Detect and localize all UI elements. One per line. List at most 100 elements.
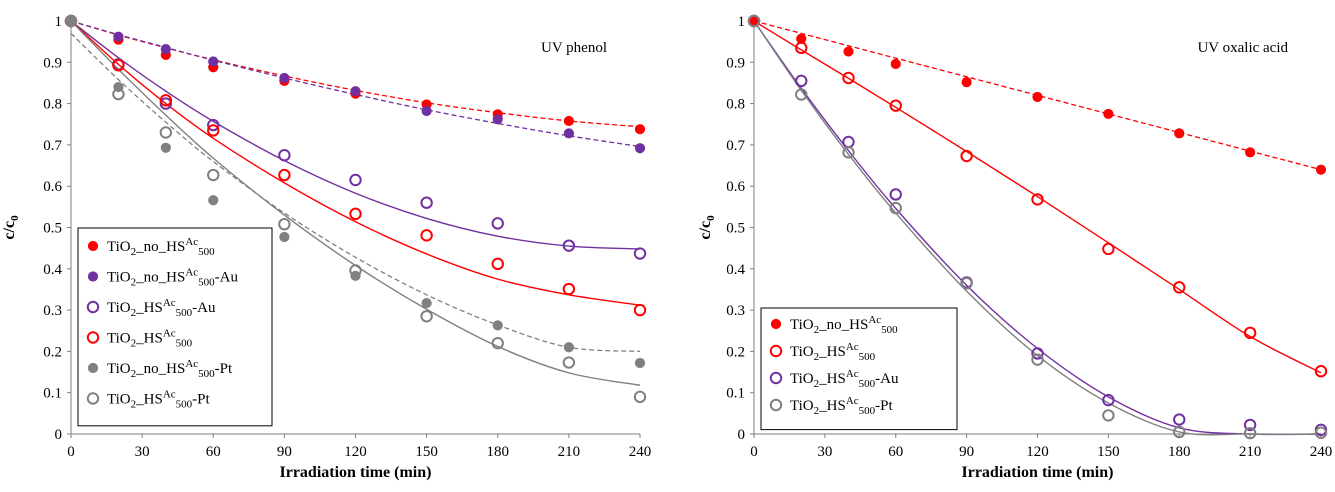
data-point xyxy=(208,195,219,206)
data-point xyxy=(633,390,647,404)
y-tick-label: 0 xyxy=(55,427,63,443)
x-tick-label: 240 xyxy=(1310,444,1333,460)
data-point xyxy=(889,201,902,215)
y-tick-label: 0.3 xyxy=(43,303,62,319)
legend-label: TiO2_no_HSAc500-Pt xyxy=(107,358,233,380)
x-tick-label: 150 xyxy=(1097,444,1120,460)
y-tick-label: 0 xyxy=(738,427,746,443)
chart-annotation: UV oxalic acid xyxy=(1197,40,1288,56)
x-tick-label: 150 xyxy=(415,444,438,460)
y-tick-label: 0.3 xyxy=(726,303,745,319)
x-tick-label: 90 xyxy=(959,444,974,460)
data-point xyxy=(563,115,574,127)
data-point xyxy=(1173,425,1186,439)
legend-box xyxy=(77,227,273,427)
data-point xyxy=(278,149,291,162)
data-point xyxy=(420,229,433,242)
data-point xyxy=(633,247,647,260)
x-tick-label: 210 xyxy=(558,444,581,460)
chart-panel-1: 0 0.1 0.2 0.3 0.4 0.5 0.6 0.7 0.8 0.9 1 0 30 60 90 120 1… xyxy=(1,14,651,481)
data-point xyxy=(492,114,503,125)
data-point xyxy=(1102,409,1115,422)
data-point xyxy=(349,173,362,187)
x-tick-label: 120 xyxy=(1026,444,1049,460)
data-point xyxy=(1245,147,1256,158)
x-tick-label: 0 xyxy=(750,444,758,460)
y-tick-label: 0.6 xyxy=(43,179,62,195)
data-point xyxy=(563,342,574,353)
fit-curve-2 xyxy=(753,20,1322,374)
y-tick-label: 0.7 xyxy=(43,138,62,154)
data-point xyxy=(113,31,124,42)
x-tick-label: 180 xyxy=(487,444,510,460)
chart-annotation: UV phenol xyxy=(541,40,607,56)
data-point xyxy=(1243,418,1257,432)
data-point xyxy=(960,277,973,290)
data-point xyxy=(795,41,808,55)
data-point xyxy=(207,124,220,137)
data-point xyxy=(207,118,220,132)
data-point xyxy=(562,356,576,369)
legend-box xyxy=(760,307,958,431)
legend-label: TiO2_HSAc500-Pt xyxy=(790,395,893,417)
legend-marker xyxy=(770,318,782,330)
x-tick-label: 60 xyxy=(888,444,903,460)
data-point xyxy=(1315,164,1327,175)
fit-curve-4 xyxy=(70,20,641,306)
y-tick-label: 0.4 xyxy=(726,262,745,278)
data-point xyxy=(159,94,173,107)
legend-label: TiO2_HSAc500-Au xyxy=(107,297,216,319)
fit-curve-6 xyxy=(70,20,641,386)
data-point xyxy=(1031,193,1044,206)
x-tick-label: 180 xyxy=(1168,444,1191,460)
data-point xyxy=(634,357,646,369)
data-point xyxy=(842,146,855,159)
legend-label: TiO2_no_HSAc500 xyxy=(107,236,215,258)
data-point xyxy=(278,168,291,182)
data-point xyxy=(1314,426,1328,439)
fit-curve-3 xyxy=(70,20,641,250)
fit-curve-2 xyxy=(70,20,641,148)
data-point xyxy=(960,149,973,163)
x-tick-label: 30 xyxy=(135,444,150,460)
data-point xyxy=(889,188,902,201)
legend-label: TiO2_HSAc500-Au xyxy=(790,368,899,390)
data-point xyxy=(112,58,125,72)
data-point xyxy=(563,128,574,139)
y-tick-label: 0.7 xyxy=(726,138,745,154)
data-point xyxy=(634,143,646,154)
data-point xyxy=(1031,347,1044,360)
data-point xyxy=(1031,353,1044,366)
data-point xyxy=(842,135,855,149)
fit-curve-3 xyxy=(753,20,1322,436)
data-point xyxy=(421,105,432,117)
legend-label: TiO2_no_HSAc500 xyxy=(790,314,898,336)
data-point xyxy=(562,282,576,296)
y-tick-label: 0.5 xyxy=(43,221,62,237)
x-axis-title: Irradiation time (min) xyxy=(962,464,1114,481)
legend-marker xyxy=(87,271,99,282)
data-point xyxy=(890,58,901,70)
data-point xyxy=(279,72,290,84)
y-tick-label: 0.6 xyxy=(726,179,745,195)
legend: TiO2_no_HSAc500 TiO2_no_HSAc500-Au TiO2_HS… xyxy=(77,227,273,427)
legend-marker xyxy=(769,371,783,385)
y-tick-label: 0.8 xyxy=(43,97,62,113)
data-point xyxy=(1314,365,1328,378)
data-point xyxy=(349,207,362,221)
y-tick-label: 0.8 xyxy=(726,97,745,113)
x-tick-label: 0 xyxy=(67,444,75,460)
y-tick-label: 0.9 xyxy=(726,55,745,71)
data-point xyxy=(1173,413,1186,426)
data-point xyxy=(349,264,362,277)
y-tick-label: 1 xyxy=(738,14,746,30)
data-point xyxy=(842,71,855,85)
data-point xyxy=(207,168,220,182)
legend-marker xyxy=(87,362,99,374)
data-point xyxy=(112,87,125,101)
fit-curve-1 xyxy=(753,20,1322,171)
data-point xyxy=(350,86,361,97)
data-point xyxy=(64,14,78,28)
y-tick-label: 0.5 xyxy=(726,221,745,237)
